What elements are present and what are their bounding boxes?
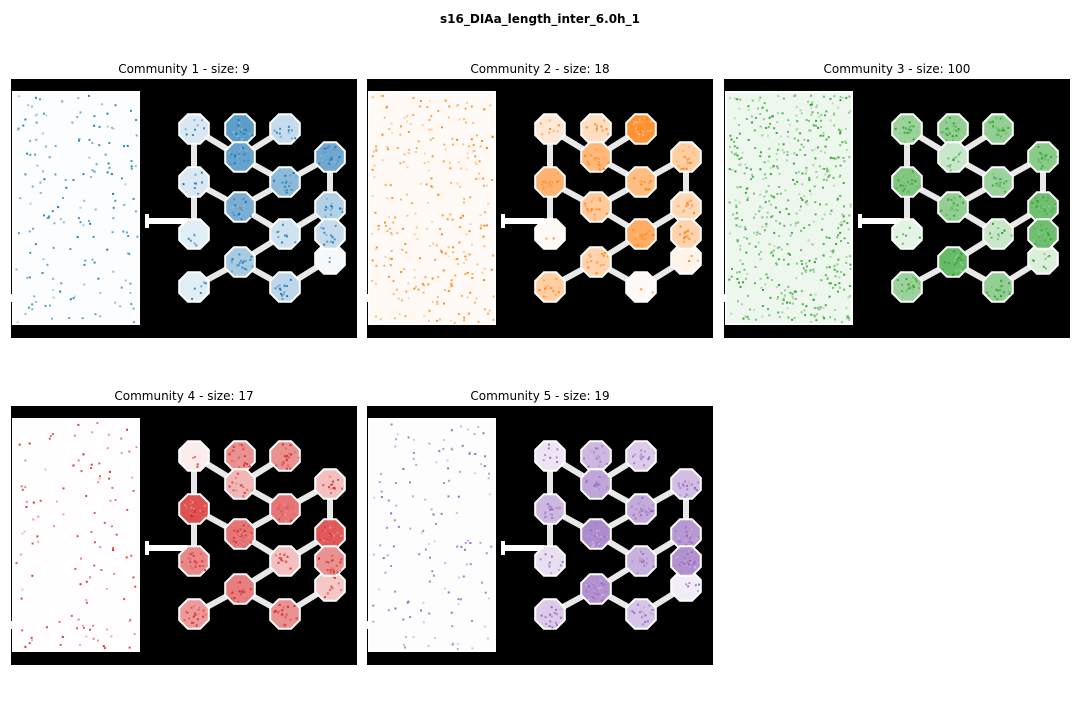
community-heatmap-image — [11, 406, 357, 665]
panel-title: Community 3 - size: 100 — [823, 62, 971, 76]
community-heatmap-image — [11, 79, 357, 338]
community-heatmap-image — [367, 406, 713, 665]
panel-title: Community 5 - size: 19 — [470, 389, 610, 403]
community-heatmap-image — [724, 79, 1070, 338]
figure-title: s16_DIAa_length_inter_6.0h_1 — [440, 12, 640, 26]
community-heatmap-image — [367, 79, 713, 338]
panel-title: Community 1 - size: 9 — [118, 62, 250, 76]
panel-title: Community 2 - size: 18 — [470, 62, 610, 76]
panel-title: Community 4 - size: 17 — [114, 389, 254, 403]
